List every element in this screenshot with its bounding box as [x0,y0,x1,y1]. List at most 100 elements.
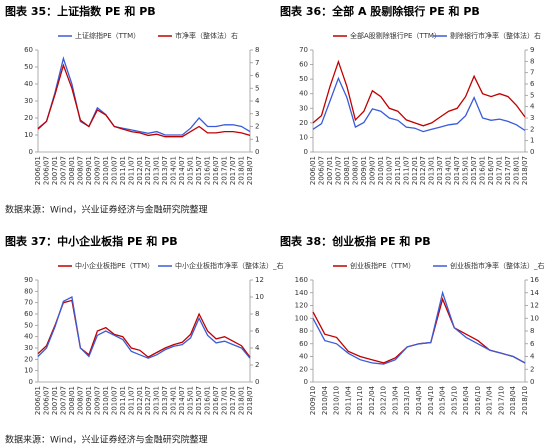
y2-tick-label: 4 [255,97,260,105]
y2-tick-label: 2 [530,125,534,133]
y2-tick-label: 5 [255,84,259,92]
y2-tick-label: 12 [255,276,264,284]
x-tick-label: 2009/01 [360,156,368,185]
y2-tick-label: 2 [530,365,534,373]
y2-tick-label: 14 [530,289,539,297]
y2-tick-label: 8 [255,46,259,54]
y-tick-label: 70 [299,46,308,54]
x-tick-label: 2017/04 [486,385,494,415]
x-tick-label: 2014/10 [427,386,435,415]
x-tick-label: 2014/07 [178,156,186,185]
y2-tick-label: 0 [255,148,259,156]
y2-tick-label: 0 [530,148,534,156]
x-tick-label: 2007/01 [326,156,334,185]
x-tick-label: 2015/01 [187,156,195,185]
y-tick-label: 30 [24,97,33,105]
y-tick-label: 10 [24,131,33,139]
y2-tick-label: 8 [255,310,259,318]
y2-tick-label: 10 [255,293,264,301]
y2-tick-label: 10 [530,314,539,322]
y-tick-label: 60 [299,61,308,69]
x-tick-label: 2010/07 [385,156,393,185]
x-tick-label: 2014/01 [170,386,178,415]
x-tick-label: 2006/07 [42,156,50,185]
x-tick-label: 2011/01 [394,156,402,185]
legend-label: 剔除银行市净率（整体法）右 [450,31,541,40]
y-tick-label: 20 [24,355,33,363]
x-tick-label: 2014/01 [445,156,453,185]
y-tick-label: 0 [304,378,308,386]
x-tick-label: 2016/07 [212,156,220,185]
series-line [37,299,251,358]
x-tick-label: 2008/07 [351,156,359,185]
legend-label: 创业板指PE（TTM） [350,261,415,270]
x-tick-label: 2008/07 [76,386,84,415]
x-tick-label: 2012/01 [136,156,144,185]
series-line [37,56,251,136]
x-tick-label: 2017/07 [229,386,237,415]
y2-tick-label: 4 [530,353,535,361]
y-tick-label: 50 [24,63,33,71]
x-tick-label: 2010/07 [110,156,118,185]
y-tick-label: 20 [24,114,33,122]
x-tick-label: 2018/07 [521,156,529,185]
series-line [312,297,526,364]
x-tick-label: 2011/04 [344,385,352,415]
legend-label: 上证综指PE（TTM） [75,31,140,40]
x-tick-label: 2008/01 [68,386,76,415]
x-tick-label: 2017/07 [229,156,237,185]
x-tick-label: 2009/01 [85,156,93,185]
x-tick-label: 2010/01 [102,156,110,185]
y-tick-label: 10 [299,133,308,141]
x-tick-label: 2016/10 [474,386,482,415]
y-tick-label: 100 [295,314,308,322]
x-tick-label: 2013/10 [403,386,411,415]
y2-tick-label: 3 [255,110,259,118]
series-line [37,296,251,359]
y-tick-label: 40 [299,353,308,361]
x-tick-label: 2012/07 [144,156,152,185]
y2-tick-label: 3 [530,114,534,122]
x-tick-label: 2016/01 [479,156,487,185]
y-tick-label: 60 [24,310,33,318]
y2-tick-label: 8 [530,57,534,65]
y-tick-label: 70 [24,299,33,307]
x-tick-label: 2008/07 [76,156,84,185]
y-tick-label: 90 [24,276,33,284]
x-tick-label: 2010/01 [377,156,385,185]
y2-tick-label: 12 [530,302,539,310]
y-tick-label: 10 [24,367,33,375]
y-tick-label: 40 [299,90,308,98]
x-tick-label: 2008/01 [343,156,351,185]
x-tick-label: 2016/01 [204,386,212,415]
x-tick-label: 2011/07 [127,386,135,415]
y-tick-label: 20 [299,365,308,373]
x-tick-label: 2006/07 [42,386,50,415]
x-tick-label: 2015/07 [195,386,203,415]
x-tick-label: 2013/01 [428,156,436,185]
x-tick-label: 2009/10 [309,386,317,415]
x-tick-label: 2018/07 [246,156,254,185]
x-tick-label: 2012/10 [380,386,388,415]
chart-title: 图表 36：全部 A 股剔除银行 PE 和 PB [280,4,480,18]
y2-tick-label: 4 [255,344,260,352]
x-tick-label: 2017/01 [221,156,229,185]
legend-label: 创业板指市净率（整体法）_右 [450,261,545,270]
x-tick-label: 2017/10 [497,386,505,415]
x-tick-label: 2014/07 [178,386,186,415]
x-tick-label: 2015/01 [462,156,470,185]
y2-tick-label: 5 [530,91,534,99]
x-tick-label: 2016/07 [212,386,220,415]
x-tick-label: 2007/01 [51,386,59,415]
y2-tick-label: 7 [530,69,534,77]
y2-tick-label: 6 [530,80,535,88]
x-tick-label: 2015/10 [450,386,458,415]
x-tick-label: 2011/01 [119,386,127,415]
y2-tick-label: 6 [255,327,260,335]
y2-tick-label: 2 [255,123,259,131]
y-tick-label: 50 [24,321,33,329]
y-tick-label: 160 [295,276,308,284]
x-tick-label: 2013/07 [436,156,444,185]
